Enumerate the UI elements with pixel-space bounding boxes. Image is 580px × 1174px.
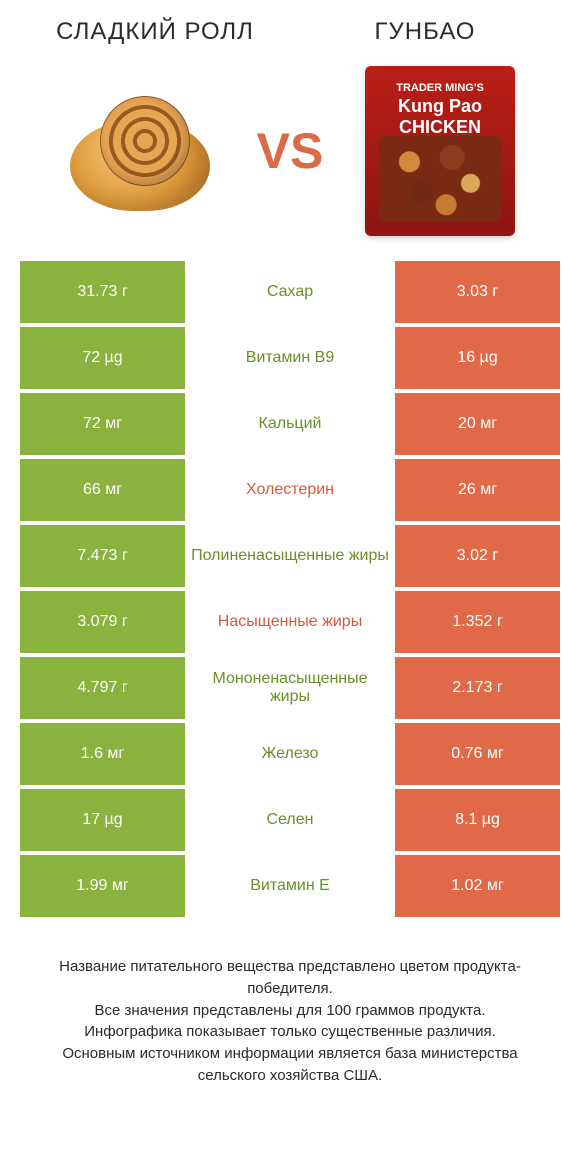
title-right: ГУНБАО: [290, 18, 560, 46]
value-left: 3.079 г: [20, 591, 185, 653]
nutrient-label: Сахар: [185, 261, 395, 323]
value-right: 3.03 г: [395, 261, 560, 323]
value-right: 20 мг: [395, 393, 560, 455]
table-row: 72 мгКальций20 мг: [20, 393, 560, 455]
table-row: 72 µgВитамин B916 µg: [20, 327, 560, 389]
table-row: 4.797 гМононенасыщенные жиры2.173 г: [20, 657, 560, 719]
hero-left-image: [30, 86, 250, 216]
sweet-roll-icon: [60, 86, 220, 216]
bag-name: Kung Pao CHICKEN: [377, 96, 503, 138]
value-left: 4.797 г: [20, 657, 185, 719]
footnote-line: Инфографика показывает только существенн…: [30, 1021, 550, 1043]
bag-label: TRADER MING'S Kung Pao CHICKEN: [377, 82, 503, 138]
vs-label: VS: [250, 122, 330, 180]
footnote-line: Название питательного вещества представл…: [30, 956, 550, 1000]
footnote-line: Все значения представлены для 100 граммо…: [30, 1000, 550, 1022]
nutrient-label: Витамин E: [185, 855, 395, 917]
value-left: 1.99 мг: [20, 855, 185, 917]
table-row: 1.6 мгЖелезо0.76 мг: [20, 723, 560, 785]
value-right: 1.02 мг: [395, 855, 560, 917]
footnotes: Название питательного вещества представл…: [0, 921, 580, 1087]
nutrient-label: Полиненасыщенные жиры: [185, 525, 395, 587]
nutrient-label: Селен: [185, 789, 395, 851]
titles-row: СЛАДКИЙ РОЛЛ ГУНБАО: [0, 0, 580, 56]
nutrient-label: Железо: [185, 723, 395, 785]
value-left: 66 мг: [20, 459, 185, 521]
footnote-line: Основным источником информации является …: [30, 1043, 550, 1087]
value-left: 1.6 мг: [20, 723, 185, 785]
value-left: 31.73 г: [20, 261, 185, 323]
hero-right-image: TRADER MING'S Kung Pao CHICKEN: [330, 66, 550, 236]
table-row: 17 µgСелен8.1 µg: [20, 789, 560, 851]
value-left: 72 µg: [20, 327, 185, 389]
title-left: СЛАДКИЙ РОЛЛ: [20, 18, 290, 46]
value-left: 17 µg: [20, 789, 185, 851]
value-right: 0.76 мг: [395, 723, 560, 785]
table-row: 1.99 мгВитамин E1.02 мг: [20, 855, 560, 917]
nutrient-label: Мононенасыщенные жиры: [185, 657, 395, 719]
kungpao-bag-icon: TRADER MING'S Kung Pao CHICKEN: [365, 66, 515, 236]
value-left: 72 мг: [20, 393, 185, 455]
comparison-table: 31.73 гСахар3.03 г72 µgВитамин B916 µg72…: [0, 261, 580, 917]
value-left: 7.473 г: [20, 525, 185, 587]
value-right: 3.02 г: [395, 525, 560, 587]
value-right: 16 µg: [395, 327, 560, 389]
table-row: 66 мгХолестерин26 мг: [20, 459, 560, 521]
nutrient-label: Насыщенные жиры: [185, 591, 395, 653]
table-row: 3.079 гНасыщенные жиры1.352 г: [20, 591, 560, 653]
value-right: 1.352 г: [395, 591, 560, 653]
value-right: 26 мг: [395, 459, 560, 521]
bag-brand: TRADER MING'S: [396, 82, 484, 94]
nutrient-label: Кальций: [185, 393, 395, 455]
table-row: 31.73 гСахар3.03 г: [20, 261, 560, 323]
nutrient-label: Витамин B9: [185, 327, 395, 389]
value-right: 8.1 µg: [395, 789, 560, 851]
hero-row: VS TRADER MING'S Kung Pao CHICKEN: [0, 56, 580, 261]
value-right: 2.173 г: [395, 657, 560, 719]
table-row: 7.473 гПолиненасыщенные жиры3.02 г: [20, 525, 560, 587]
nutrient-label: Холестерин: [185, 459, 395, 521]
